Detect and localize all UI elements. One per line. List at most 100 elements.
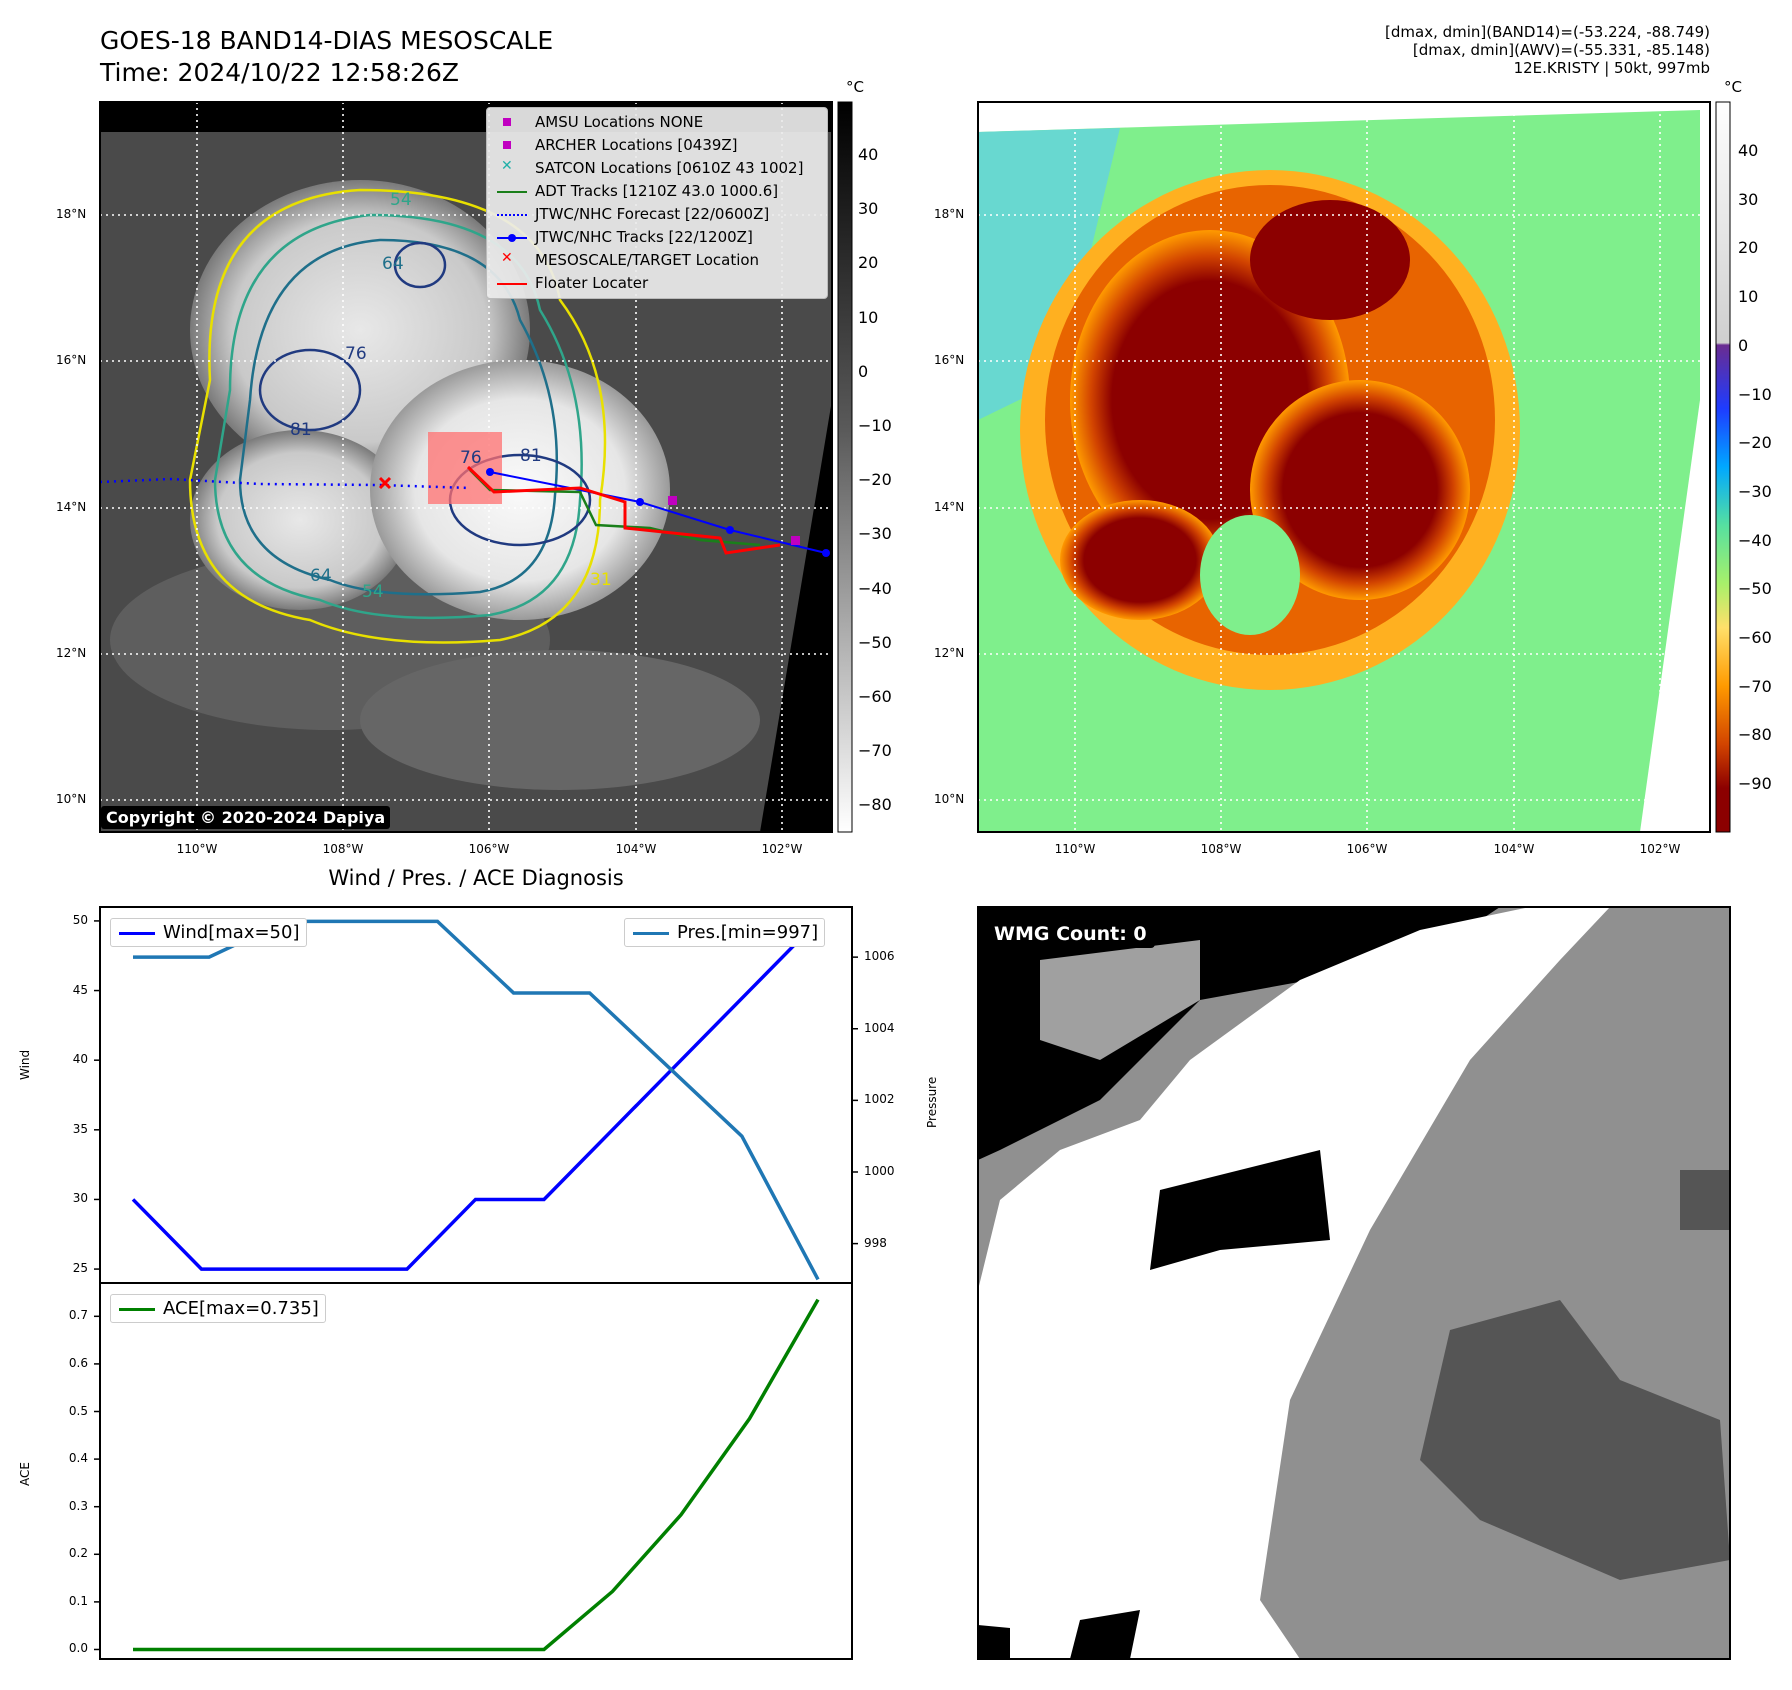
legend-symbol-icon: [497, 191, 527, 193]
legend-symbol-icon: [497, 214, 527, 216]
wv-colorbar-tick: −60: [1738, 628, 1772, 647]
contour-label: 76: [460, 448, 482, 468]
wv-colorbar-unit: °C: [1724, 78, 1742, 96]
legend-symbol-icon: [503, 141, 511, 149]
ir-colorbar-unit: °C: [846, 78, 864, 96]
wv-colorbar-tick: −30: [1738, 481, 1772, 501]
ace-tick-label: 0.5: [68, 1403, 88, 1418]
legend-label: Floater Locater: [535, 274, 649, 292]
figure-time: Time: 2024/10/22 12:58:26Z: [100, 58, 459, 87]
legend-symbol-icon: ✕: [501, 250, 513, 266]
legend-item: JTWC/NHC Tracks [22/1200Z]: [487, 227, 827, 249]
legend-symbol-icon: ✕: [501, 158, 513, 174]
pressure-tick-label: 1002: [864, 1092, 895, 1107]
wmg-frame: [977, 906, 1731, 1660]
stats-block: [dmax, dmin](BAND14)=(-53.224, -88.749) …: [1385, 23, 1710, 77]
wv-lon-label: 102°W: [1639, 842, 1681, 856]
ir-lat-label: 14°N: [56, 500, 87, 514]
wind-axis-label: Wind: [18, 1049, 32, 1080]
wv-colorbar-tick: −50: [1738, 579, 1772, 599]
wind-tick-label: 25: [72, 1261, 88, 1276]
ir-lat-label: 18°N: [56, 207, 87, 221]
wv-lon-label: 106°W: [1346, 842, 1388, 856]
ir-colorbar-tick: −70: [858, 741, 892, 761]
contour-label: 31: [590, 570, 612, 590]
wv-lat-label: 18°N: [934, 207, 965, 221]
amsu-location-marker: [791, 536, 800, 545]
wmg-count-label: WMG Count: 0: [986, 920, 1155, 948]
legend-line-icon: [119, 1308, 155, 1311]
wv-lon-label: 108°W: [1200, 842, 1242, 856]
awv-stats: [dmax, dmin](AWV)=(-55.331, -85.148): [1412, 41, 1710, 59]
ir-lon-label: 110°W: [176, 842, 218, 856]
legend-line-icon: [633, 932, 669, 935]
ir-colorbar-tick: 20: [858, 253, 879, 273]
contour-label: 81: [520, 446, 542, 466]
wv-map-frame: [977, 101, 1711, 833]
ir-lat-label: 12°N: [56, 646, 87, 660]
legend-text: Pres.[min=997]: [677, 922, 819, 943]
chart-layer: [94, 919, 858, 1652]
legend-label: MESOSCALE/TARGET Location: [535, 251, 760, 269]
contour-label: 76: [345, 344, 367, 364]
wv-colorbar-tick: −90: [1738, 774, 1772, 794]
ir-colorbar-tick: 10: [858, 307, 879, 327]
ir-lon-label: 106°W: [468, 842, 510, 856]
wv-colorbar-tick: 10: [1738, 287, 1759, 307]
best-track-line: [489, 471, 827, 554]
wv-colorbar-tick: 30: [1738, 189, 1759, 209]
ace-axis-label: ACE: [18, 1462, 32, 1486]
ir-map-frame: [99, 101, 833, 833]
legend-label: AMSU Locations NONE: [535, 113, 704, 131]
ace-series-line: [133, 1298, 820, 1652]
wv-gridlines: [978, 102, 1710, 832]
ace-tick-label: 0.1: [68, 1593, 88, 1608]
wv-lat-label: 12°N: [934, 646, 965, 660]
ir-colorbar-tick: −40: [858, 578, 892, 598]
pressure-axis-label: Pressure: [925, 1076, 939, 1128]
ace-tick-label: 0.0: [68, 1641, 88, 1656]
ace-tick-label: 0.2: [68, 1546, 88, 1561]
ace-tick-label: 0.7: [68, 1308, 88, 1323]
wv-lat-label: 16°N: [934, 353, 965, 367]
legend-label: JTWC/NHC Tracks [22/1200Z]: [535, 228, 753, 246]
legend-symbol-icon: [503, 118, 511, 126]
wv-colorbar-tick: −80: [1738, 725, 1772, 745]
ir-colorbar-tick: −10: [858, 416, 892, 435]
legend-label: ADT Tracks [1210Z 43.0 1000.6]: [535, 182, 779, 200]
ir-lon-label: 102°W: [761, 842, 803, 856]
ir-colorbar-tick: −20: [858, 470, 892, 490]
wind-tick-label: 40: [72, 1052, 88, 1067]
wv-colorbar-tick: −40: [1738, 530, 1772, 550]
ir-colorbar-tick: 0: [858, 361, 869, 381]
wv-lon-label: 110°W: [1054, 842, 1096, 856]
ace-plot-frame: [99, 1282, 853, 1660]
wind-tick-label: 50: [72, 912, 88, 927]
band14-stats: [dmax, dmin](BAND14)=(-53.224, -88.749): [1385, 23, 1710, 41]
wind-legend: Wind[max=50]: [110, 918, 307, 947]
ace-tick-label: 0.3: [68, 1498, 88, 1513]
pressure-tick-label: 1000: [864, 1163, 895, 1178]
ir-colorbar-tick: −50: [858, 632, 892, 652]
wv-colorbar-tick: 20: [1738, 238, 1759, 258]
ir-lat-label: 10°N: [56, 792, 87, 806]
wv-colorbar-tick: 40: [1738, 141, 1759, 160]
pressure-legend: Pres.[min=997]: [624, 918, 826, 947]
contour-label: 54: [362, 582, 384, 602]
figure-title: GOES-18 BAND14-DIAS MESOSCALE: [100, 26, 554, 55]
wmg-image: [978, 907, 1730, 1659]
legend-label: ARCHER Locations [0439Z]: [535, 136, 738, 154]
archer-location-marker: [668, 496, 677, 505]
contour-label: 54: [390, 190, 412, 210]
legend-item: JTWC/NHC Forecast [22/0600Z]: [487, 204, 827, 226]
ace-tick-label: 0.4: [68, 1451, 88, 1466]
legend-line-icon: [119, 932, 155, 935]
ir-colorbar: [837, 101, 853, 833]
legend-dot-icon: [508, 234, 516, 242]
wv-lon-label: 104°W: [1493, 842, 1535, 856]
wv-colorbar-tick: −10: [1738, 384, 1772, 404]
ir-colorbar-tick: −80: [858, 795, 892, 815]
legend-item: ADT Tracks [1210Z 43.0 1000.6]: [487, 181, 827, 203]
storm-info: 12E.KRISTY | 50kt, 997mb: [1513, 59, 1710, 77]
wv-colorbar-tick: −70: [1738, 676, 1772, 696]
